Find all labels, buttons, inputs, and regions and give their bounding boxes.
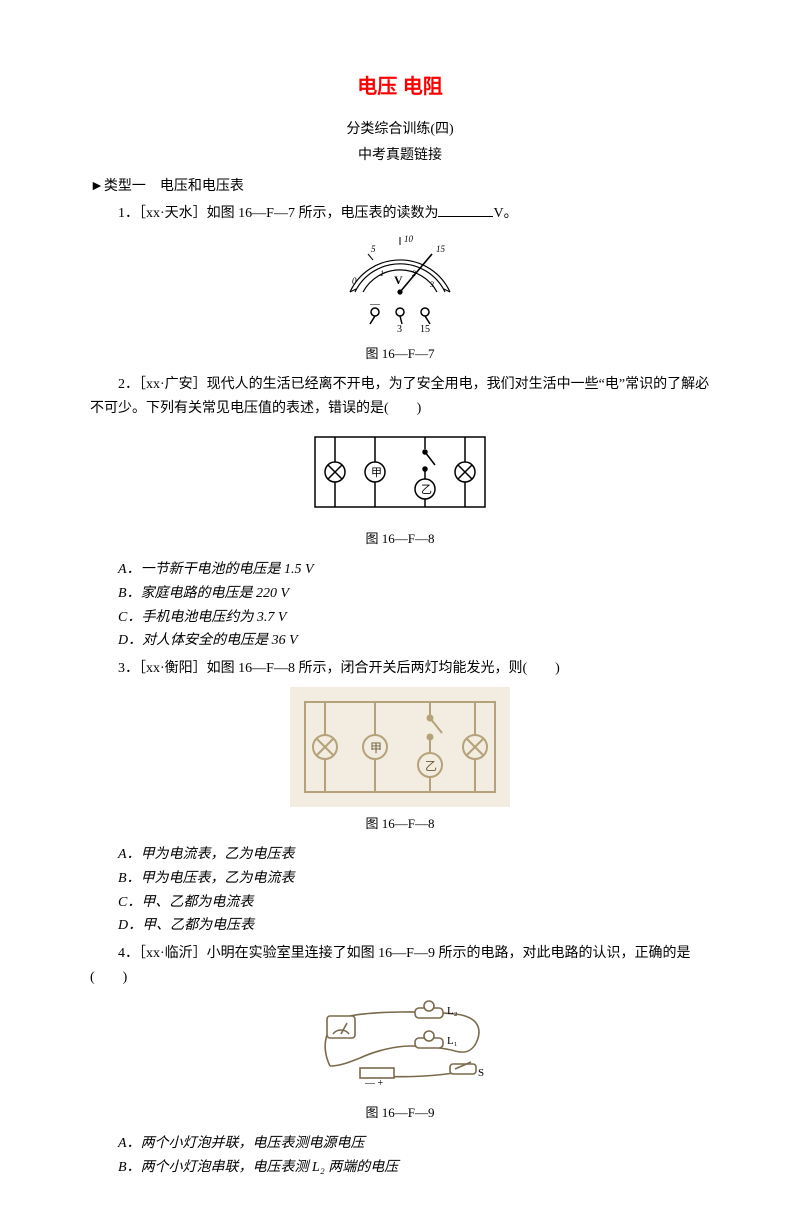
svg-text:0: 0 <box>352 276 357 286</box>
question-1: 1．［xx·天水］如图 16—F—7 所示，电压表的读数为 V。 <box>90 202 710 226</box>
svg-text:—: — <box>369 299 381 310</box>
q4-number: 4． <box>118 946 139 961</box>
fig-16-f-8b-caption: 图 16—F—8 <box>90 813 710 835</box>
fig-16-f-9-caption: 图 16—F—9 <box>90 1102 710 1124</box>
q3-opt-c: C．甲、乙都为电流表 <box>118 891 710 915</box>
voltmeter-svg: 0 5 10 15 1 2 3 V — 3 15 <box>330 232 470 337</box>
figure-16-f-8b: 甲 乙 <box>90 687 710 807</box>
q2-opt-a: A．一节新干电池的电压是 1.5 V <box>118 558 710 582</box>
q3-opt-d: D．甲、乙都为电压表 <box>118 914 710 938</box>
svg-text:L₂: L₂ <box>447 1005 458 1017</box>
q1-number: 1． <box>118 206 139 221</box>
q4-opt-a: A．两个小灯泡并联，电压表测电源电压 <box>118 1132 710 1156</box>
q3-tag: ［xx·衡阳］ <box>139 661 207 676</box>
svg-text:15: 15 <box>436 244 446 254</box>
svg-text:乙: 乙 <box>425 759 437 773</box>
circuit-q2-svg: 甲 乙 <box>305 427 495 522</box>
figure-16-f-8a: 甲 乙 <box>90 427 710 522</box>
svg-text:S: S <box>478 1067 484 1079</box>
q2-opt-b: B．家庭电路的电压是 220 V <box>118 582 710 606</box>
q2-opt-c: C．手机电池电压约为 3.7 V <box>118 606 710 630</box>
svg-text:5: 5 <box>371 244 376 254</box>
question-2: 2．［xx·广安］现代人的生活已经离不开电，为了安全用电，我们对生活中一些“电”… <box>90 373 710 421</box>
q1-blank <box>438 203 493 217</box>
figure-16-f-7: 0 5 10 15 1 2 3 V — 3 15 <box>90 232 710 337</box>
svg-text:— +: — + <box>364 1078 384 1089</box>
svg-text:10: 10 <box>404 234 414 244</box>
section-label: 类型一 电压和电压表 <box>104 179 244 194</box>
subtitle-2: 中考真题链接 <box>90 144 710 168</box>
q3-opt-b: B．甲为电压表，乙为电流表 <box>118 867 710 891</box>
subtitle-1: 分类综合训练(四) <box>90 118 710 142</box>
q2-number: 2． <box>118 377 139 392</box>
circuit-q4-svg: L₂ L₁ S — + <box>305 996 495 1096</box>
svg-text:乙: 乙 <box>421 483 432 496</box>
figure-16-f-9: L₂ L₁ S — + <box>90 996 710 1096</box>
q1-body-a: 如图 16—F—7 所示，电压表的读数为 <box>207 206 439 221</box>
svg-text:V: V <box>394 273 403 287</box>
svg-text:甲: 甲 <box>370 741 382 755</box>
q3-body: 如图 16—F—8 所示，闭合开关后两灯均能发光，则( ) <box>207 661 560 676</box>
svg-text:甲: 甲 <box>371 467 382 479</box>
q2-tag: ［xx·广安］ <box>139 377 207 392</box>
q4-tag: ［xx·临沂］ <box>139 946 207 961</box>
svg-text:2: 2 <box>412 269 416 278</box>
q3-opt-a: A．甲为电流表，乙为电压表 <box>118 843 710 867</box>
svg-text:3: 3 <box>397 324 402 335</box>
svg-text:1: 1 <box>380 269 384 278</box>
question-4: 4．［xx·临沂］小明在实验室里连接了如图 16—F—9 所示的电路，对此电路的… <box>90 942 710 990</box>
doc-title: 电压 电阻 <box>90 70 710 104</box>
svg-text:3: 3 <box>429 280 434 289</box>
svg-text:L₁: L₁ <box>447 1035 458 1047</box>
section-heading: ►类型一 电压和电压表 <box>90 174 710 199</box>
q4-opt-b: B．两个小灯泡串联，电压表测 L₂ 两端的电压 <box>118 1156 710 1180</box>
q3-number: 3． <box>118 661 139 676</box>
q1-tag: ［xx·天水］ <box>139 206 207 221</box>
svg-text:15: 15 <box>420 324 430 335</box>
fig-16-f-7-caption: 图 16—F—7 <box>90 343 710 365</box>
fig-16-f-8a-caption: 图 16—F—8 <box>90 528 710 550</box>
q2-opt-d: D．对人体安全的电压是 36 V <box>118 629 710 653</box>
section-arrow-icon: ► <box>90 177 104 193</box>
circuit-q3-svg: 甲 乙 <box>290 687 510 807</box>
question-3: 3．［xx·衡阳］如图 16—F—8 所示，闭合开关后两灯均能发光，则( ) <box>90 657 710 681</box>
q1-body-b: V。 <box>493 206 517 221</box>
